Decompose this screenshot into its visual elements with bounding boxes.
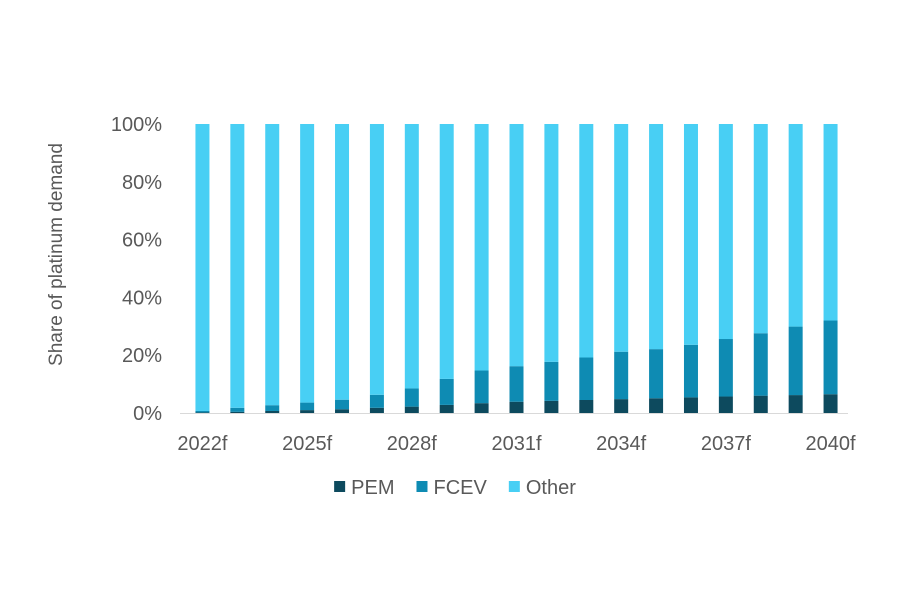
legend-swatch-fcev — [416, 481, 428, 492]
legend: PEM FCEV Other — [334, 477, 576, 499]
bar-segment-fcev-2023f — [230, 407, 245, 412]
bar-segment-fcev-2024f — [265, 405, 280, 411]
bar-segment-pem-2031f — [509, 401, 524, 413]
x-tick-label: 2025f — [282, 433, 332, 455]
bar-segment-fcev-2031f — [509, 366, 524, 402]
bar-segment-other-2037f — [718, 124, 733, 340]
bar-segment-other-2029f — [439, 124, 454, 379]
bar-segment-fcev-2022f — [195, 410, 210, 413]
bar-segment-pem-2030f — [474, 403, 489, 413]
bar-segment-fcev-2037f — [718, 339, 733, 397]
bar-segment-other-2031f — [509, 124, 524, 367]
y-tick-label: 60% — [122, 230, 162, 252]
bar-segment-other-2036f — [683, 124, 698, 345]
bar-segment-fcev-2036f — [683, 344, 698, 398]
bar-segment-other-2028f — [404, 124, 419, 389]
bars — [195, 124, 838, 413]
bar-segment-other-2027f — [369, 124, 384, 395]
bar-segment-pem-2034f — [614, 399, 629, 413]
bar-segment-pem-2036f — [683, 397, 698, 413]
x-tick-label: 2034f — [596, 433, 646, 455]
bar-segment-pem-2027f — [369, 407, 384, 413]
bar-segment-fcev-2039f — [788, 326, 803, 396]
bar-segment-other-2024f — [265, 124, 280, 406]
bar-segment-fcev-2038f — [753, 333, 768, 396]
x-tick-label: 2037f — [701, 433, 751, 455]
bar-segment-other-2032f — [544, 124, 559, 362]
bar-segment-pem-2035f — [649, 398, 664, 413]
bar-segment-fcev-2028f — [404, 388, 419, 407]
bar-segment-fcev-2025f — [300, 402, 315, 411]
bar-segment-fcev-2027f — [369, 394, 384, 408]
bar-segment-fcev-2029f — [439, 378, 454, 405]
bar-segment-pem-2032f — [544, 400, 559, 413]
bar-segment-other-2038f — [753, 124, 768, 334]
legend-label-pem: PEM — [351, 477, 394, 499]
bar-segment-pem-2037f — [718, 396, 733, 413]
bar-segment-other-2040f — [823, 124, 838, 321]
bar-segment-pem-2024f — [265, 410, 280, 413]
bar-segment-pem-2025f — [300, 410, 315, 413]
x-tick-label: 2028f — [387, 433, 437, 455]
bar-segment-other-2033f — [579, 124, 594, 358]
legend-swatch-pem — [334, 481, 346, 492]
bar-segment-fcev-2030f — [474, 370, 489, 404]
bar-segment-pem-2028f — [404, 406, 419, 413]
y-tick-label: 80% — [122, 172, 162, 194]
bar-segment-other-2025f — [300, 124, 315, 403]
legend-label-fcev: FCEV — [433, 477, 487, 499]
bar-segment-fcev-2033f — [579, 357, 594, 400]
bar-segment-pem-2029f — [439, 404, 454, 413]
bar-segment-pem-2039f — [788, 395, 803, 413]
bar-segment-fcev-2034f — [614, 351, 629, 400]
bar-segment-pem-2026f — [335, 409, 350, 413]
bar-segment-fcev-2026f — [335, 399, 350, 410]
legend-label-other: Other — [526, 477, 576, 499]
bar-segment-other-2039f — [788, 124, 803, 327]
legend-swatch-other — [508, 481, 520, 492]
bar-segment-other-2034f — [614, 124, 629, 352]
bar-segment-other-2030f — [474, 124, 489, 371]
y-axis-title: Share of platinum demand — [46, 143, 67, 366]
y-tick-label: 0% — [133, 403, 162, 425]
bar-segment-pem-2022f — [195, 412, 210, 413]
x-tick-label: 2022f — [177, 433, 227, 455]
bar-segment-pem-2033f — [579, 399, 594, 413]
bar-segment-pem-2038f — [753, 395, 768, 413]
y-tick-label: 40% — [122, 287, 162, 309]
x-tick-label: 2031f — [491, 433, 541, 455]
bar-segment-fcev-2040f — [823, 320, 838, 395]
y-axis-tick-labels: 0% 20% 40% 60% 80% 100% — [111, 114, 162, 425]
y-tick-label: 100% — [111, 114, 162, 136]
y-tick-label: 20% — [122, 345, 162, 367]
bar-segment-fcev-2032f — [544, 361, 559, 401]
bar-segment-other-2026f — [335, 124, 350, 400]
bar-segment-fcev-2035f — [649, 349, 664, 399]
bar-segment-pem-2023f — [230, 411, 245, 413]
x-axis-tick-labels: 2022f 2025f 2028f 2031f 2034f 2037f 2040f — [177, 433, 856, 455]
bar-segment-other-2035f — [649, 124, 664, 350]
x-tick-label: 2040f — [806, 433, 856, 455]
bar-segment-other-2023f — [230, 124, 245, 408]
bar-segment-other-2022f — [195, 124, 210, 411]
bar-segment-pem-2040f — [823, 394, 838, 413]
